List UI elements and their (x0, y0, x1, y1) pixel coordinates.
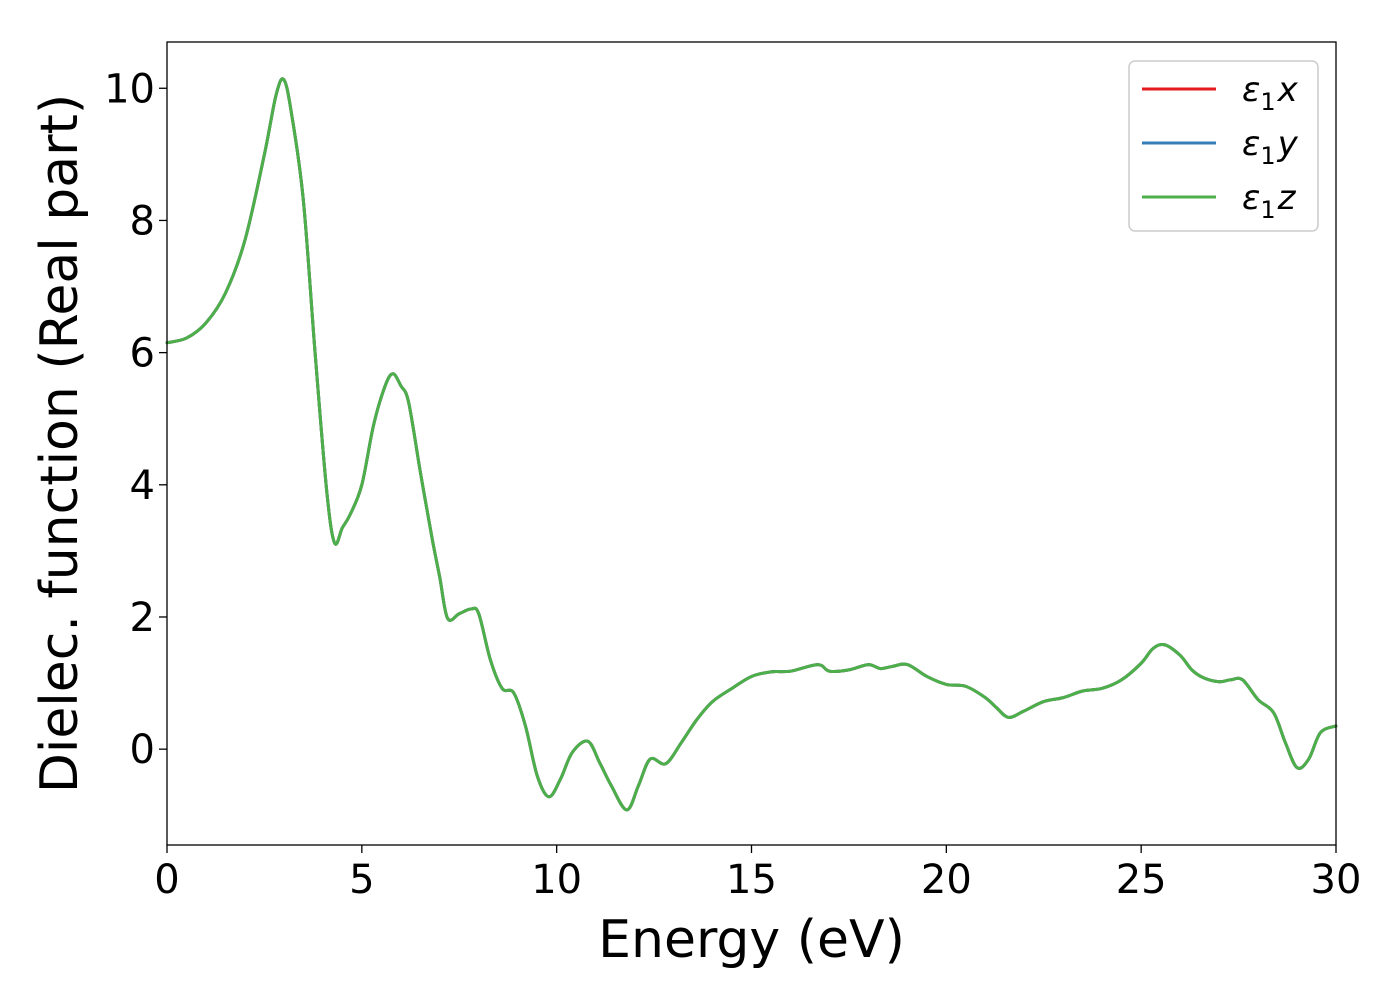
x-axis-label: Energy (eV) (598, 910, 905, 970)
y-tick-label: 8 (130, 198, 155, 244)
series-layer (165, 77, 1338, 812)
x-tick-label: 20 (921, 857, 972, 903)
legend-label-x: ε1x (1242, 70, 1299, 116)
x-tick-label: 5 (349, 857, 374, 903)
legend-symbol: ε (1242, 124, 1260, 164)
x-tick-label: 15 (726, 857, 777, 903)
y-tick-label: 6 (130, 331, 155, 377)
y-axis-label: Dielec. function (Real part) (30, 94, 90, 793)
legend-symbol: ε (1242, 178, 1260, 218)
legend-subscript: 1 (1260, 196, 1275, 224)
series-line-z (165, 77, 1338, 812)
legend-label-y: ε1y (1242, 124, 1299, 170)
x-tick-label: 25 (1116, 857, 1167, 903)
legend-frame (1128, 60, 1319, 232)
y-tick-label: 4 (130, 463, 155, 509)
y-axis-ticks: 0 2 4 6 8 10 (104, 66, 167, 773)
legend-subscript: 1 (1260, 88, 1275, 116)
y-tick-label: 2 (130, 595, 155, 641)
y-tick-label: 0 (130, 727, 155, 773)
x-tick-label: 10 (531, 857, 582, 903)
x-tick-label: 30 (1311, 857, 1362, 903)
legend-label-z: ε1z (1242, 178, 1297, 224)
x-tick-label: 0 (154, 857, 179, 903)
legend-variable: z (1277, 178, 1297, 218)
legend-variable: x (1277, 70, 1299, 110)
legend-variable: y (1277, 124, 1299, 164)
legend-symbol: ε (1242, 70, 1260, 110)
x-axis-ticks: 0 5 10 15 20 25 30 (154, 845, 1361, 903)
y-tick-label: 10 (104, 66, 155, 112)
legend-subscript: 1 (1260, 142, 1275, 170)
